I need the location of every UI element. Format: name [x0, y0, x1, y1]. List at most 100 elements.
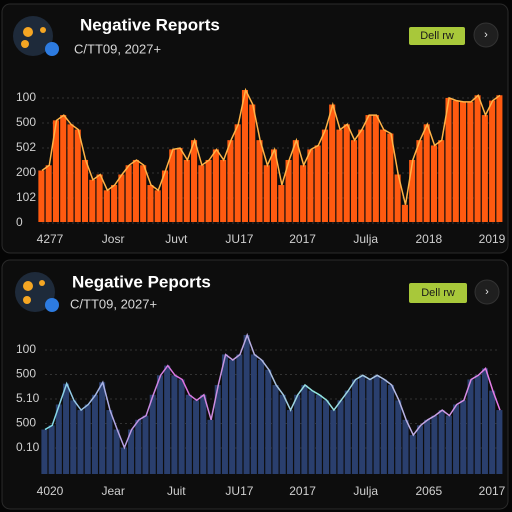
card-subtitle: C/TT09, 2027+: [70, 296, 157, 311]
area-bar: [128, 429, 135, 474]
area-bar: [481, 115, 488, 222]
x-tick-label: 4020: [37, 484, 64, 498]
card-title: Negative Reports: [80, 15, 220, 34]
area-bar: [460, 101, 467, 222]
area-bar: [227, 140, 234, 222]
y-tick-label: 100: [16, 90, 36, 104]
area-bar: [156, 375, 163, 474]
y-tick-label: 5.10: [16, 391, 40, 405]
area-bar: [243, 335, 250, 474]
area-bar: [430, 145, 438, 222]
area-bar: [395, 400, 402, 474]
area-bar: [351, 379, 358, 474]
area-bar: [263, 165, 270, 222]
area-bar: [416, 140, 423, 222]
area-bar: [453, 404, 460, 474]
area-bar: [250, 354, 257, 474]
area-bar: [330, 410, 337, 474]
area-bar: [135, 419, 142, 474]
area-bar: [60, 115, 67, 222]
more-icon[interactable]: ›: [484, 29, 488, 41]
area-bar: [120, 447, 127, 474]
x-tick-label: Juvt: [165, 232, 188, 246]
area-bar: [125, 165, 132, 222]
x-tick-label: 2017: [289, 484, 316, 498]
area-bar: [423, 124, 430, 222]
area-bar: [307, 149, 314, 222]
area-bar: [323, 400, 330, 474]
area-bar: [314, 145, 321, 222]
area-bar: [236, 354, 243, 474]
more-button[interactable]: [474, 279, 500, 305]
x-tick-label: Julja: [353, 484, 378, 498]
area-bar: [106, 410, 113, 474]
y-tick-label: 102: [16, 190, 36, 204]
area-bar: [193, 400, 200, 474]
area-bar: [285, 159, 292, 222]
y-tick-label: 0: [16, 215, 23, 229]
area-bar: [234, 124, 241, 222]
area-bar: [84, 404, 91, 474]
area-bar: [74, 129, 81, 222]
card-subtitle: C/TT09, 2027+: [74, 41, 161, 56]
area-bar: [169, 149, 176, 222]
area-line: [41, 87, 501, 205]
area-bar: [41, 429, 48, 474]
area-bar: [365, 115, 372, 222]
x-tick-label: 2065: [416, 484, 443, 498]
area-bar: [380, 129, 387, 222]
area-bar: [366, 379, 373, 474]
area-bar: [358, 129, 365, 222]
area-bar: [229, 360, 236, 474]
area-bar: [372, 115, 379, 222]
area-bar: [438, 140, 445, 222]
avatar-dot: [23, 296, 31, 304]
more-icon[interactable]: ›: [485, 286, 489, 298]
area-bar: [336, 129, 343, 222]
area-bar: [256, 140, 263, 222]
avatar-dot: [39, 280, 45, 286]
area-bar: [424, 419, 431, 474]
action-button[interactable]: [409, 283, 467, 303]
area-bar: [467, 379, 474, 474]
action-button-label[interactable]: Dell rw: [420, 30, 454, 42]
area-bar: [249, 104, 256, 222]
area-bar: [294, 394, 301, 474]
area-bar: [343, 124, 350, 222]
area-bar: [132, 159, 139, 222]
area-bar: [265, 369, 272, 474]
area-bar: [387, 133, 394, 222]
area-bar: [205, 159, 212, 222]
card-title: Negative Peports: [72, 272, 211, 291]
area-bar: [147, 185, 154, 222]
area-bar: [154, 190, 161, 222]
area-bar: [111, 185, 118, 222]
avatar-dot: [23, 27, 33, 37]
area-bar: [489, 100, 496, 222]
area-bar: [321, 129, 328, 222]
area-bar: [55, 404, 62, 474]
x-tick-label: JU17: [225, 232, 253, 246]
area-bar: [445, 97, 452, 222]
action-button[interactable]: [409, 27, 465, 45]
area-bar: [178, 379, 185, 474]
area-bar: [200, 394, 207, 474]
x-tick-label: 2017: [479, 484, 506, 498]
area-bar: [496, 95, 503, 222]
area-bar: [52, 120, 59, 222]
avatar-dot: [21, 40, 29, 48]
area-bar: [279, 394, 286, 474]
x-tick-label: Julja: [353, 232, 378, 246]
area-bar: [77, 410, 84, 474]
area-bar: [271, 149, 278, 222]
x-tick-label: 2019: [479, 232, 506, 246]
area-bar: [67, 124, 74, 222]
area-bar: [207, 419, 214, 474]
action-button-label[interactable]: Dell rw: [421, 287, 455, 299]
area-line: [44, 332, 501, 450]
more-button[interactable]: [473, 22, 499, 48]
area-bar: [185, 394, 192, 474]
y-tick-label: 200: [16, 165, 36, 179]
area-bar: [445, 415, 452, 474]
